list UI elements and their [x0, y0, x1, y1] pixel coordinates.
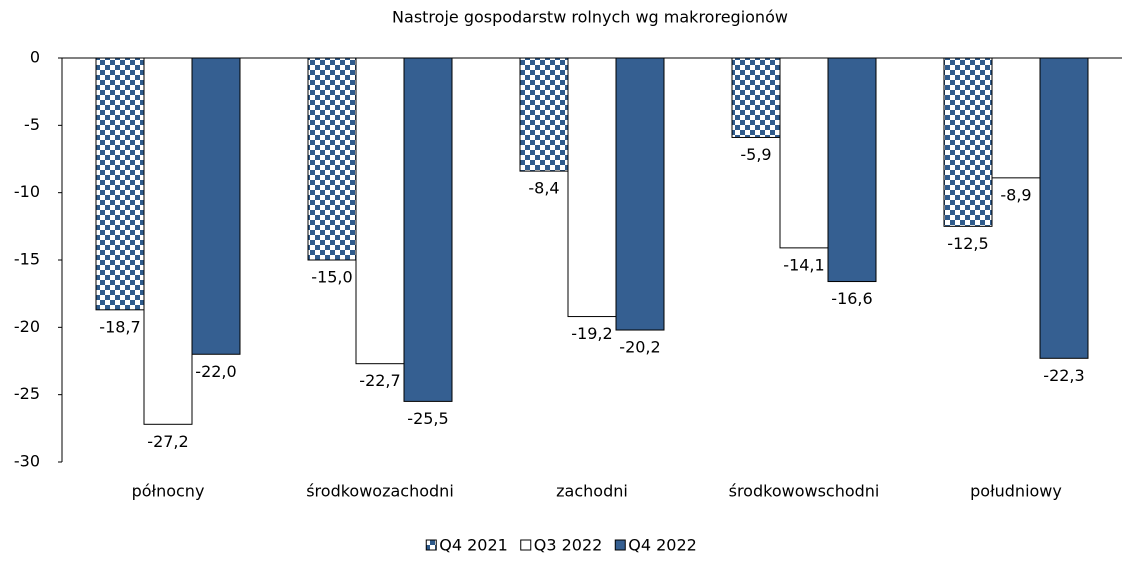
- bar: [307, 57, 357, 261]
- bar: [827, 57, 877, 283]
- value-label: -5,9: [740, 145, 771, 164]
- legend-label: Q4 2021: [439, 536, 508, 555]
- x-tick-label: zachodni: [556, 482, 628, 501]
- bar: [403, 57, 453, 402]
- value-label: -25,5: [407, 409, 448, 428]
- bar: [567, 57, 617, 318]
- chart-title: Nastroje gospodarstw rolnych wg makroreg…: [392, 8, 788, 27]
- value-label: -8,4: [528, 179, 559, 198]
- x-tick-label: północny: [132, 482, 205, 501]
- legend-swatch: [520, 539, 532, 551]
- value-label: -27,2: [147, 432, 188, 451]
- value-label: -19,2: [571, 324, 612, 343]
- bar: [943, 57, 993, 227]
- bar: [519, 57, 569, 172]
- y-tick-label: -25: [14, 384, 40, 403]
- value-label: -12,5: [947, 234, 988, 253]
- bar: [191, 57, 241, 355]
- x-tick-label: środkowowschodni: [729, 482, 880, 501]
- y-tick-label: 0: [30, 48, 40, 67]
- y-tick-label: -10: [14, 182, 40, 201]
- y-tick-label: -5: [24, 115, 40, 134]
- value-label: -22,0: [195, 362, 236, 381]
- bar: [95, 57, 145, 311]
- value-label: -20,2: [619, 338, 660, 357]
- legend-swatch: [614, 539, 626, 551]
- y-tick-label: -15: [14, 250, 40, 269]
- value-label: -16,6: [831, 289, 872, 308]
- bar: [1039, 57, 1089, 359]
- bar: [991, 57, 1041, 179]
- bar: [731, 57, 781, 138]
- legend-label: Q3 2022: [534, 536, 603, 555]
- bar: [143, 57, 193, 425]
- value-label: -18,7: [99, 317, 140, 336]
- bar: [615, 57, 665, 331]
- value-label: -8,9: [1000, 185, 1031, 204]
- bar: [355, 57, 405, 365]
- value-label: -22,7: [359, 371, 400, 390]
- legend-label: Q4 2022: [628, 536, 697, 555]
- value-label: -22,3: [1043, 366, 1084, 385]
- value-label: -15,0: [311, 268, 352, 287]
- bar: [779, 57, 829, 249]
- y-tick-label: -30: [14, 452, 40, 471]
- value-label: -14,1: [783, 255, 824, 274]
- legend-swatch: [425, 539, 437, 551]
- y-tick-label: -20: [14, 317, 40, 336]
- x-tick-label: południowy: [970, 482, 1062, 501]
- x-tick-label: środkowozachodni: [306, 482, 454, 501]
